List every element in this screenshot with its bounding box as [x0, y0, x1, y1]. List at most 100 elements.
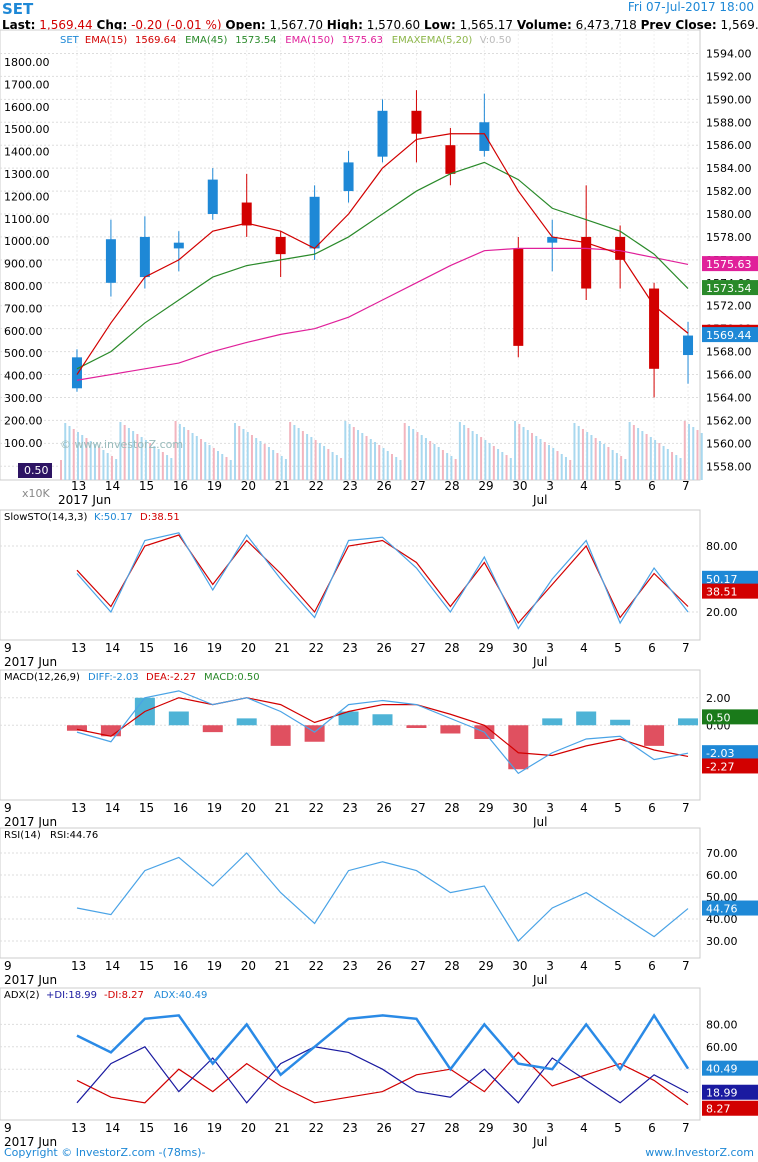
adx-panel-x-label: 14: [105, 1121, 120, 1135]
rsi-panel-x-label: 4: [580, 959, 588, 973]
symbol-title: SET: [2, 0, 34, 18]
volume-bar: [624, 459, 627, 480]
macd-hist-bar: [168, 711, 189, 726]
adx-panel-x-label: 5: [614, 1121, 622, 1135]
volume-bar: [662, 446, 665, 480]
volume-bar: [395, 457, 398, 480]
volume-bar: [700, 433, 703, 480]
sto-panel-x-label: 23: [343, 641, 358, 655]
macd-panel-x-label: 20: [241, 801, 256, 815]
adx-panel-x-label: 21: [275, 1121, 290, 1135]
volume-bar: [594, 438, 597, 480]
low-label: Low:: [423, 18, 456, 32]
volume-bar: [301, 431, 304, 480]
candle-body: [649, 288, 660, 369]
candle-body: [343, 162, 354, 192]
adx-panel-x-month: 2017 Jun: [4, 1135, 57, 1149]
sto-panel-tick-label: 20.00: [706, 606, 738, 619]
macd-panel-x-label: 29: [478, 801, 493, 815]
price-x-label: 30: [512, 479, 527, 493]
tag-adx-pdi-bg: [702, 1084, 758, 1100]
price-legend-item: EMA(45): [185, 35, 227, 46]
rsi-panel-x-label: 21: [275, 959, 290, 973]
volume-tick-label: 400.00: [4, 370, 43, 383]
volume-bar: [581, 429, 584, 480]
volume-bar: [352, 427, 355, 480]
volume-bar: [132, 431, 135, 480]
sto-panel-frame: [0, 509, 701, 641]
tag-last: 1569.44: [706, 329, 752, 342]
rsi-panel-x-label: 14: [105, 959, 120, 973]
adx-plus-di-line: [76, 1046, 689, 1104]
rsi-panel-x-label: 16: [173, 959, 188, 973]
price-tick-label: 1572.00: [706, 300, 752, 313]
volume-bar: [679, 458, 682, 480]
volume-tick-label: 1700.00: [4, 78, 50, 91]
price-legend-item: SET: [60, 35, 80, 46]
tag-sto-k-bg: [702, 570, 758, 586]
volume-bar: [149, 443, 152, 480]
rsi-panel-tick-label: 60.00: [706, 869, 738, 882]
volume-value: 6,473,718: [575, 18, 637, 32]
volume-bar: [323, 446, 326, 480]
price-x-label: 16: [173, 479, 188, 493]
sto-legend-label: SlowSTO(14,3,3): [4, 512, 87, 523]
volume-bar: [603, 444, 606, 480]
macd-panel-x-label: 27: [410, 801, 425, 815]
volume-bar: [437, 447, 440, 480]
rsi-panel-x-label: 13: [71, 959, 86, 973]
sto-panel-x-label: 26: [377, 641, 392, 655]
macd-hist-bar: [100, 725, 121, 737]
adx-panel-x-label: 3: [546, 1121, 554, 1135]
volume-tick-label: 100.00: [4, 437, 43, 450]
adx-minus-di-line: [76, 1051, 689, 1106]
volume-bar: [183, 427, 186, 480]
macd-hist-bar: [678, 718, 699, 726]
price-x-label: 5: [614, 479, 622, 493]
volume-tick-label: 500.00: [4, 347, 43, 360]
macd-hist-bar: [440, 725, 461, 734]
volume-bar: [106, 453, 109, 480]
price-legend-item: 1569.64: [135, 35, 176, 46]
volume-bar: [110, 456, 113, 480]
adx-panel-x-label-first: 9: [4, 1121, 12, 1135]
price-tick-label: 1558.00: [706, 460, 752, 473]
tag-adx: 40.49: [706, 1063, 738, 1076]
volume-bar: [497, 449, 500, 480]
volume-bar: [539, 439, 542, 480]
volume-bar: [200, 439, 203, 480]
macd-hist-bar: [406, 725, 427, 728]
volume-bar: [98, 447, 101, 480]
volume-bar: [161, 452, 164, 480]
rsi-panel-x-label: 5: [614, 959, 622, 973]
volume-bar: [233, 423, 236, 480]
price-tick-label: 1568.00: [706, 346, 752, 359]
volume-bar: [221, 454, 224, 480]
sto-panel-x-label: 4: [580, 641, 588, 655]
tag-macd-diff: -2.03: [706, 747, 734, 760]
volume-bar: [280, 456, 283, 480]
candle-body: [71, 357, 82, 389]
adx-panel-x-label: 27: [410, 1121, 425, 1135]
macd-panel-x-label: 26: [377, 801, 392, 815]
volume-bar: [157, 449, 160, 480]
ema45-line: [76, 161, 689, 370]
volume-bar: [407, 426, 410, 480]
volume-bar: [526, 430, 529, 480]
adx-panel-x-label: 22: [309, 1121, 324, 1135]
volume-badge-bg: [18, 463, 52, 478]
sto-panel-x-label: 5: [614, 641, 622, 655]
price-tick-label: 1564.00: [706, 391, 752, 404]
adx-panel-x-label: 6: [648, 1121, 656, 1135]
volume-bar: [598, 441, 601, 480]
candle-body: [513, 248, 524, 346]
rsi-panel-frame: [0, 827, 701, 959]
adx-panel-tick-label: 60.00: [706, 1041, 738, 1054]
volume-bar: [696, 430, 699, 480]
volume-bar: [492, 446, 495, 480]
adx-panel-x-label: 28: [444, 1121, 459, 1135]
candle-body: [547, 236, 558, 243]
macd-hist-bar: [202, 725, 223, 733]
sto-panel-x-label: 7: [682, 641, 690, 655]
macd-legend-dea: DEA:-2.27: [146, 672, 196, 683]
